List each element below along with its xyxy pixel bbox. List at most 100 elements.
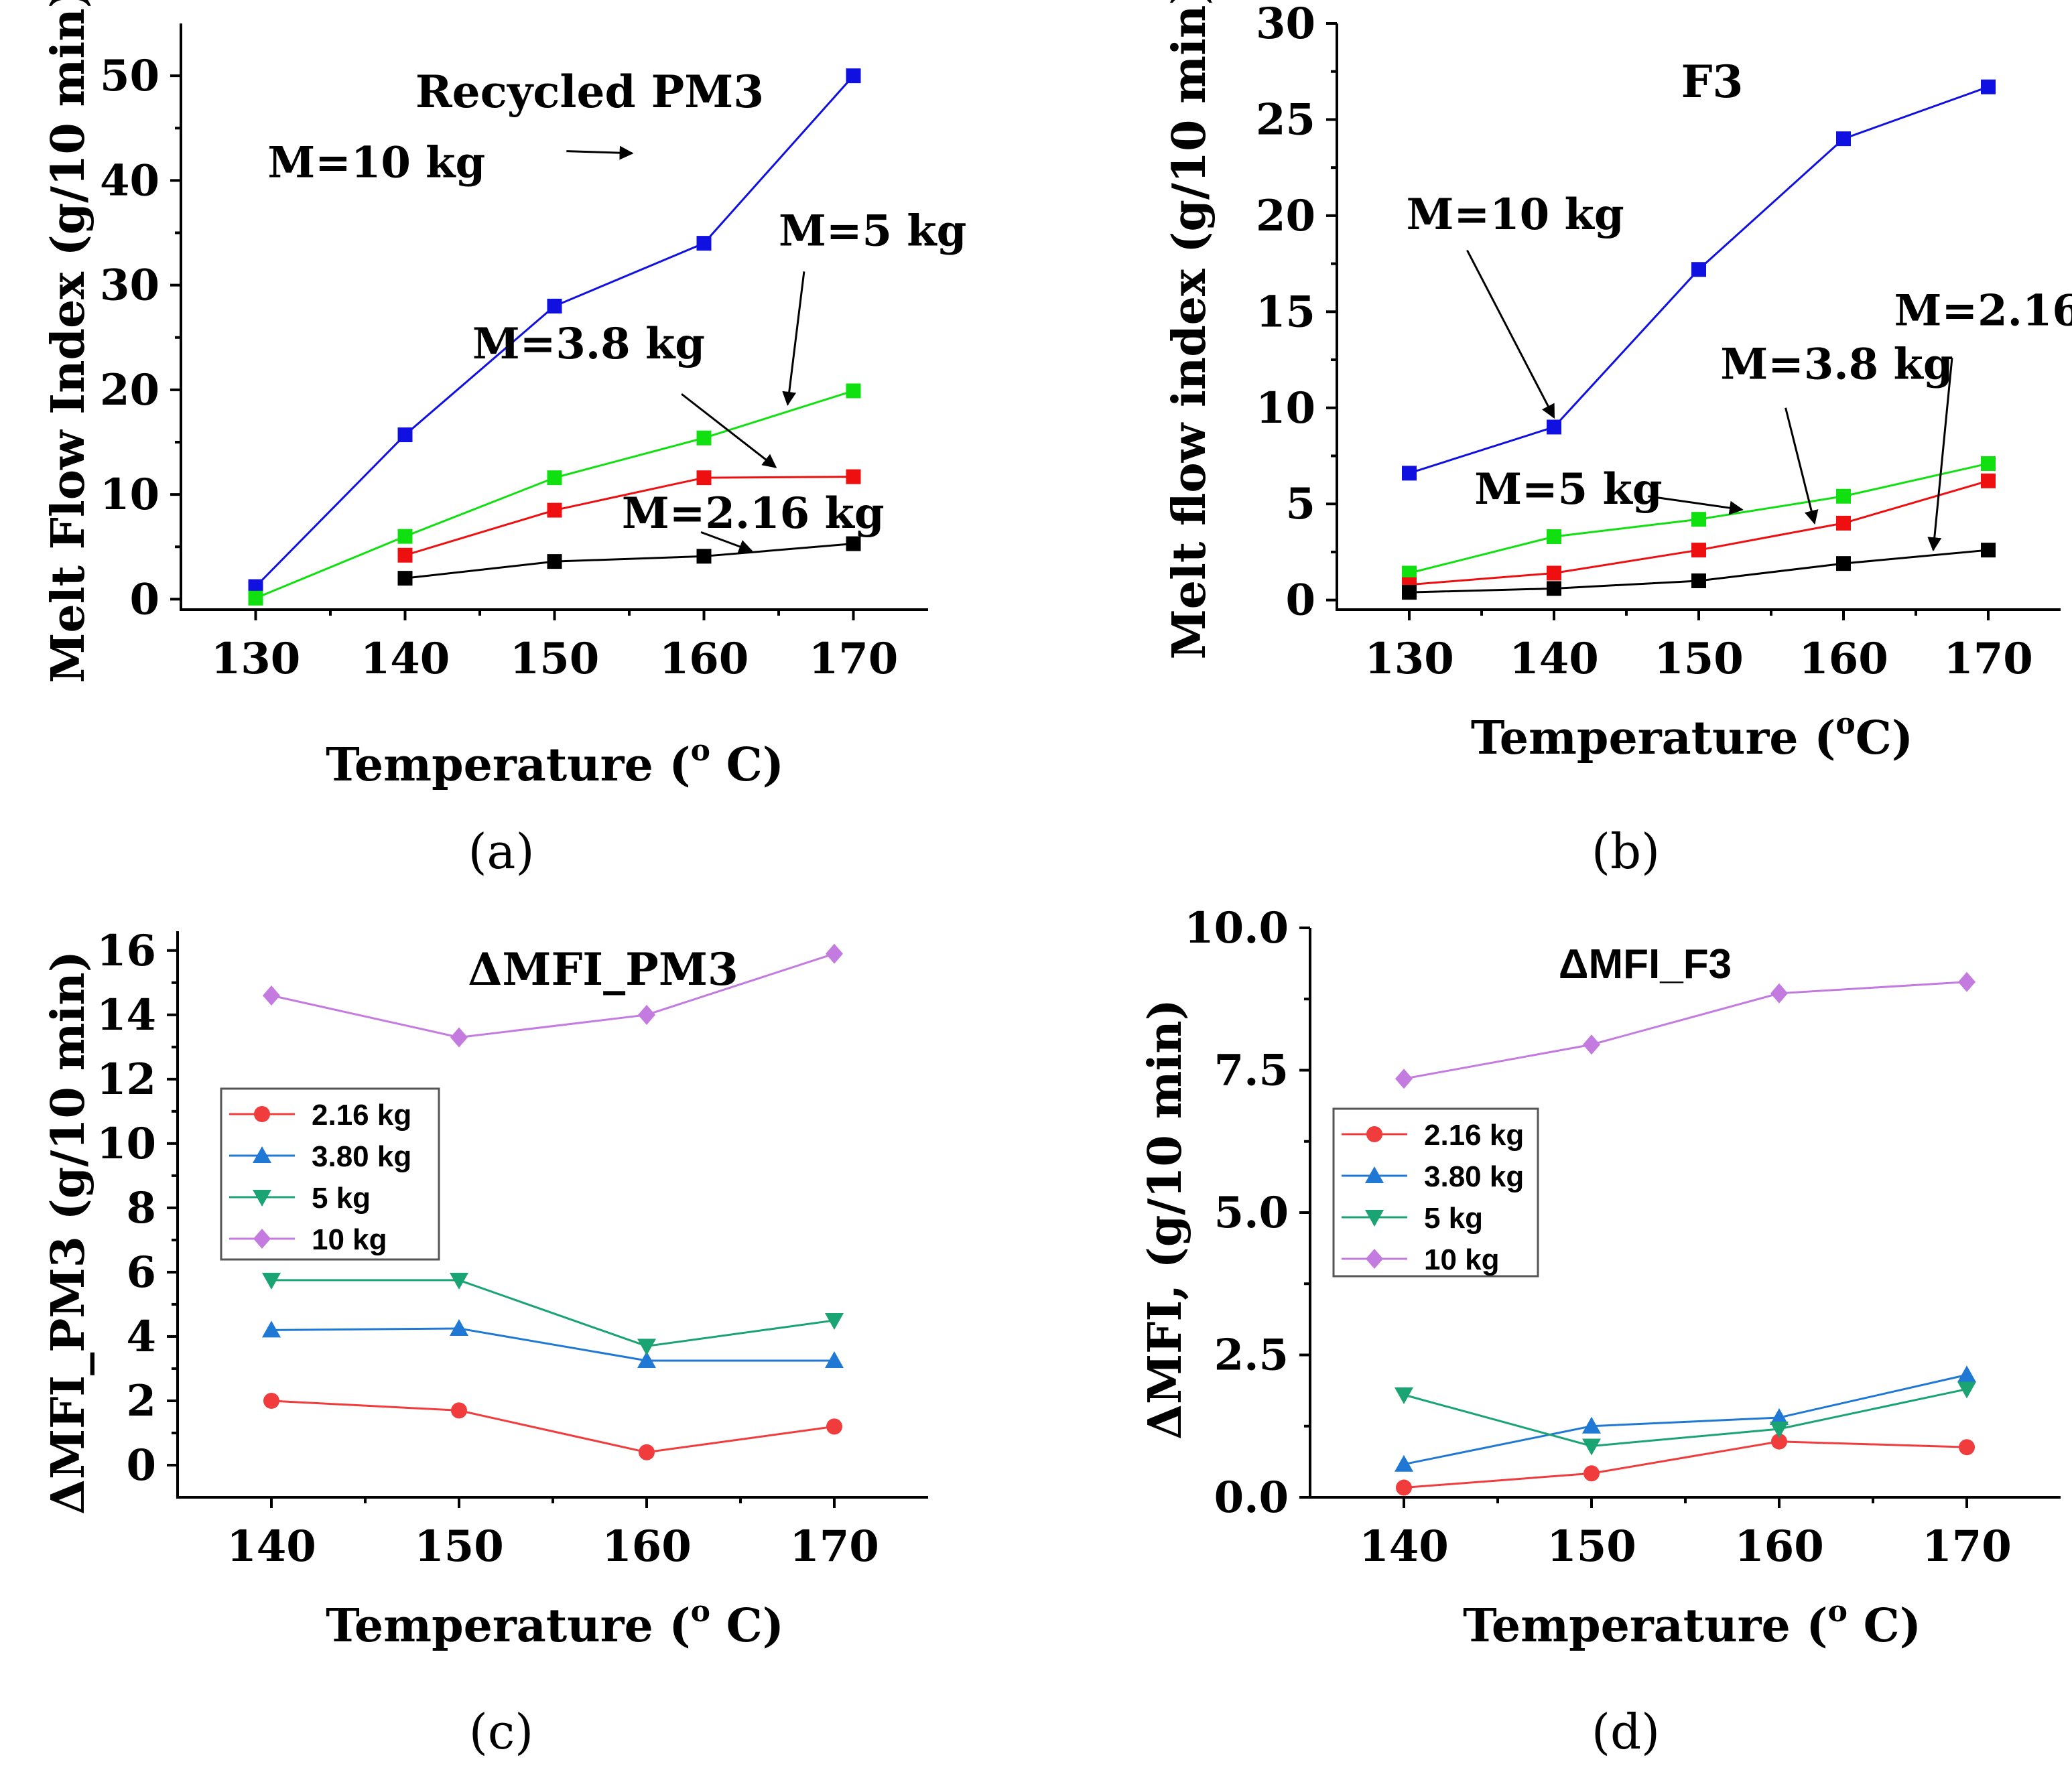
data-point-c-10-kg — [450, 1027, 468, 1048]
y-tick-label-a: 40 — [100, 155, 159, 206]
series-line-b-m-10-kg — [1409, 86, 1989, 474]
y-tick-label-d: 0.0 — [1214, 1473, 1289, 1523]
data-point-c-3-80-kg — [637, 1351, 656, 1368]
data-point-b-m-5-kg — [1402, 565, 1417, 581]
y-tick-label-b: 25 — [1256, 94, 1315, 145]
data-point-d-5-kg — [1395, 1387, 1413, 1404]
data-point-a-m-2-16-kg — [547, 554, 562, 569]
x-axis-label-d: Temperature (o C) — [1463, 1594, 1921, 1653]
plot-area-d: 140 150 160 170 0.0 2.5 5.0 7.5 10.0 2.16 kg 3.80 … — [1184, 903, 2061, 1572]
panel-b: 130 140 150 160 170 0 5 10 15 20 25 30 M=10 kg M=5 kg… — [1163, 0, 2072, 880]
x-axis-label-tail-c: C) — [710, 1599, 784, 1653]
data-point-a-m-2-16-kg — [696, 549, 712, 564]
series-line-d-10-kg — [1403, 981, 1967, 1080]
x-axis-label-tail-d: C) — [1848, 1599, 1921, 1653]
legend-label-d: 3.80 kg — [1424, 1160, 1524, 1193]
y-tick-label-b: 20 — [1256, 191, 1315, 241]
x-tick-label-a: 130 — [211, 634, 301, 684]
x-axis-label-main-c: Temperature ( — [326, 1599, 691, 1653]
y-tick-label-c: 2 — [126, 1376, 156, 1426]
data-point-b-m-5-kg — [1547, 529, 1561, 544]
plot-area-b: 130 140 150 160 170 0 5 10 15 20 25 30 M=10 kg M=5 kg… — [1256, 0, 2072, 684]
x-axis-label-tail-a: C) — [710, 738, 784, 792]
data-point-c-10-kg — [638, 1004, 655, 1025]
data-point-b-m-3-8-kg — [1981, 473, 1996, 488]
y-axis-label-a: Melt Flow Index (g/10 min) — [42, 0, 95, 683]
data-point-a-m-10-kg — [547, 298, 562, 314]
series-line-d-2-16-kg — [1403, 1440, 1967, 1489]
x-tick-label-d: 170 — [1922, 1521, 2012, 1572]
data-point-b-m-3-8-kg — [1691, 543, 1706, 558]
series-line-a-m-3-8-kg — [405, 476, 854, 557]
x-axis-label-sup-c: o — [691, 1594, 710, 1629]
annotation-arrow-b — [1927, 358, 1953, 552]
data-point-c-3-80-kg — [825, 1351, 844, 1368]
data-point-d-10-kg — [1583, 1034, 1600, 1055]
data-point-b-m-5-kg — [1836, 488, 1851, 504]
data-point-a-m-5-kg — [846, 383, 861, 399]
series-line-c-3-80-kg — [271, 1327, 834, 1362]
y-tick-label-c: 6 — [126, 1247, 156, 1298]
legend-label-c: 2.16 kg — [312, 1099, 411, 1132]
x-tick-label-d: 140 — [1359, 1521, 1449, 1572]
x-axis-label-b: Temperature (oC) — [1471, 707, 1913, 765]
data-point-c-3-80-kg — [262, 1320, 281, 1338]
x-tick-label-a: 160 — [659, 634, 749, 684]
data-point-a-m-3-8-kg — [547, 502, 562, 518]
data-point-a-m-10-kg — [696, 236, 712, 251]
data-point-a-m-3-8-kg — [846, 469, 861, 484]
legend-label-c: 3.80 kg — [312, 1140, 411, 1173]
series-line-c-2-16-kg — [271, 1399, 835, 1454]
x-tick-label-a: 150 — [510, 634, 600, 684]
axes-a — [180, 23, 928, 611]
y-tick-label-b: 5 — [1285, 479, 1315, 529]
plot-area-c: 140 150 160 170 0 2 4 6 8 10 12 14 16 2.16 kg 3.80 kg 5… — [96, 926, 928, 1572]
data-point-d-2-16-kg — [1771, 1433, 1787, 1450]
x-tick-label-b: 130 — [1364, 634, 1454, 684]
annotation-label-b: M=5 kg — [1474, 464, 1662, 515]
data-point-b-m-10-kg — [1836, 131, 1851, 147]
data-point-a-m-5-kg — [248, 590, 263, 606]
legend-marker-d — [1365, 1210, 1384, 1227]
y-tick-label-a: 50 — [100, 51, 159, 101]
chart-title-a: Recycled PM3 — [415, 66, 764, 118]
y-tick-label-b: 0 — [1285, 575, 1315, 626]
data-point-a-m-3-8-kg — [696, 470, 712, 486]
data-point-a-m-5-kg — [547, 470, 562, 486]
data-point-b-m-2-16-kg — [1691, 573, 1706, 588]
data-point-a-m-3-8-kg — [397, 547, 413, 563]
panel-label-a: (a) — [468, 823, 534, 880]
y-tick-label-a: 10 — [100, 470, 159, 520]
annotation-label-a: M=3.8 kg — [472, 319, 705, 369]
data-point-c-5-kg — [637, 1339, 656, 1356]
panel-label-d: (d) — [1592, 1704, 1660, 1760]
chart-title-c: ΔMFI_PM3 — [468, 943, 738, 996]
data-point-c-5-kg — [262, 1272, 281, 1290]
data-point-d-10-kg — [1770, 983, 1788, 1004]
plot-area-a: 130 140 150 160 170 0 10 20 30 40 50 M=10 kg M=5 kg M… — [100, 23, 966, 684]
x-axis-label-c: Temperature (o C) — [326, 1594, 784, 1653]
y-tick-label-c: 8 — [126, 1183, 156, 1233]
data-point-c-5-kg — [825, 1312, 844, 1330]
data-point-c-2-16-kg — [639, 1444, 655, 1460]
annotation-arrow-b — [1785, 407, 1819, 525]
series-line-d-3-80-kg — [1403, 1373, 1967, 1466]
panel-a: 130 140 150 160 170 0 10 20 30 40 50 M=10 kg M=5 kg M… — [42, 0, 966, 880]
panel-c: 140 150 160 170 0 2 4 6 8 10 12 14 16 2.16 kg 3.80 kg 5… — [42, 926, 928, 1760]
legend-marker-c — [253, 1190, 271, 1207]
legend-label-d: 2.16 kg — [1424, 1119, 1524, 1152]
x-axis-label-main-b: Temperature ( — [1471, 711, 1836, 765]
legend-d: 2.16 kg 3.80 kg 5 kg 10 kg — [1332, 1107, 1539, 1278]
y-tick-label-d: 10.0 — [1184, 903, 1289, 953]
data-point-c-3-80-kg — [450, 1318, 468, 1336]
legend-label-c: 5 kg — [312, 1182, 371, 1215]
legend-marker-d — [1366, 1249, 1383, 1269]
y-tick-label-b: 10 — [1256, 383, 1315, 433]
data-point-d-5-kg — [1957, 1381, 1976, 1399]
data-point-d-3-80-kg — [1582, 1416, 1601, 1434]
panel-label-c: (c) — [469, 1704, 534, 1760]
data-point-c-10-kg — [263, 985, 280, 1006]
annotation-label-b: M=2.16 kg — [1894, 285, 2072, 336]
data-point-d-2-16-kg — [1583, 1465, 1600, 1482]
data-point-b-m-2-16-kg — [1547, 581, 1561, 596]
